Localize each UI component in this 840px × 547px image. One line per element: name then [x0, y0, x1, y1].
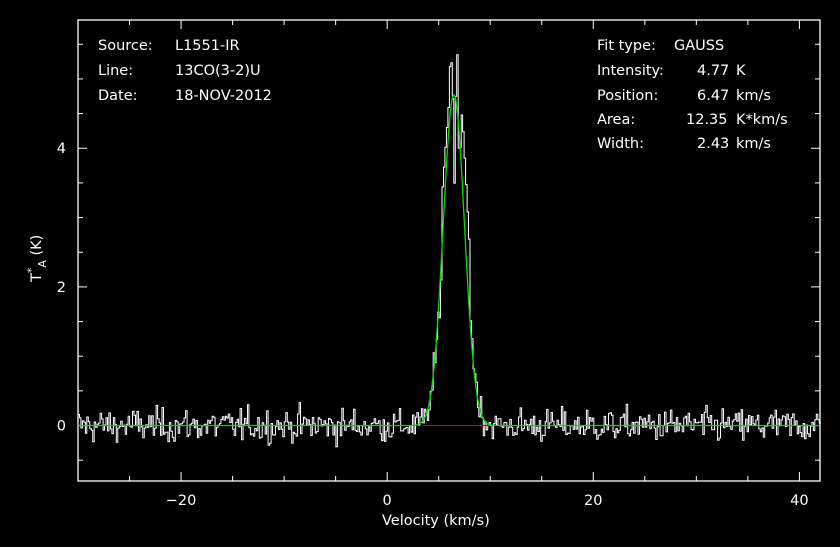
plot-frame: [77, 19, 821, 482]
y-axis-ticks: 0 2 4: [57, 43, 820, 461]
date-key: Date:: [98, 88, 138, 104]
x-tick-label: 0: [383, 493, 392, 509]
x-axis-label: Velocity (km/s): [382, 513, 490, 529]
x-axis-ticks: −20 0 20 40: [77, 20, 809, 509]
y-tick-label: 0: [57, 419, 66, 435]
area-unit: K*km/s: [736, 112, 788, 128]
fit-type-key: Fit type:: [597, 38, 656, 54]
position-unit: km/s: [736, 88, 771, 104]
line-key: Line:: [98, 63, 133, 79]
position-value: 6.47: [697, 88, 729, 104]
intensity-value: 4.77: [697, 63, 729, 79]
intensity-unit: K: [736, 63, 746, 79]
y-tick-label: 2: [57, 280, 66, 296]
date-value: 18-NOV-2012: [175, 88, 272, 104]
width-value: 2.43: [697, 136, 729, 152]
source-key: Source:: [98, 38, 153, 54]
y-axis-label: T*A (K): [25, 235, 49, 283]
header-left: Source: L1551-IR Line: 13CO(3-2)U Date: …: [98, 38, 272, 104]
area-value: 12.35: [686, 112, 728, 128]
area-key: Area:: [597, 112, 635, 128]
x-tick-label: 40: [790, 493, 808, 509]
width-unit: km/s: [736, 136, 771, 152]
gaussian-fit-line: [78, 94, 820, 427]
line-value: 13CO(3-2)U: [175, 63, 261, 79]
x-tick-label: −20: [166, 493, 197, 509]
intensity-key: Intensity:: [597, 63, 664, 79]
series-layer: [78, 54, 821, 448]
position-key: Position:: [597, 88, 658, 104]
fit-type-value: GAUSS: [674, 38, 724, 54]
svg-text:T*A (K): T*A (K): [25, 235, 49, 283]
spectrum-line: [78, 54, 821, 448]
source-value: L1551-IR: [175, 38, 240, 54]
y-tick-label: 4: [57, 141, 66, 157]
width-key: Width:: [597, 136, 644, 152]
header-right: Fit type: GAUSS Intensity: 4.77 K Positi…: [597, 38, 788, 152]
x-tick-label: 20: [584, 493, 602, 509]
